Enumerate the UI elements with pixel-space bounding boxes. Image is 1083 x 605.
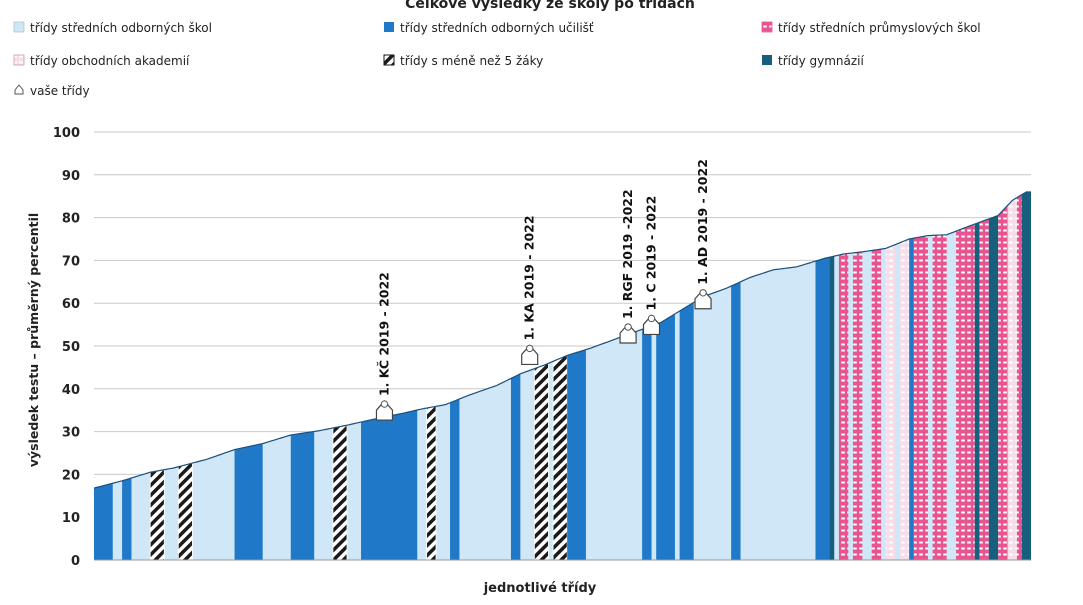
y-tick-label: 20 (62, 468, 80, 483)
legend-swatch-small (383, 54, 395, 66)
your-class-marker-dot (380, 400, 389, 408)
legend-swatch-sos (13, 21, 25, 33)
legend-swatch-gym (762, 55, 772, 65)
class-segment-sou (642, 325, 652, 560)
class-segment-gym (1021, 191, 1031, 560)
y-tick-label: 30 (62, 426, 80, 441)
class-segment-sou (234, 443, 263, 560)
y-tick-label: 10 (62, 511, 80, 526)
class-segment-sou (290, 431, 315, 560)
class-segment-small (177, 462, 193, 560)
class-segment-small (426, 405, 437, 560)
class-segment-sou (94, 483, 113, 560)
legend-label-sou: třídy středních odborných učilišť (400, 21, 594, 35)
legend-label-yours: vaše třídy (30, 84, 90, 98)
class-segment-sou (450, 398, 460, 560)
annotation-label: 1. KA 2019 - 2022 (522, 215, 537, 340)
y-tick-label: 80 (62, 212, 80, 227)
annotation-label: 1. C 2019 - 2022 (644, 196, 659, 311)
class-segment-sps (998, 205, 1008, 560)
series-line (94, 191, 1031, 489)
legend-label-sps: třídy středních průmyslových škol (778, 21, 981, 35)
class-segment-sou (567, 349, 586, 560)
class-segment-sps (1016, 194, 1022, 560)
your-class-marker-dot (647, 314, 656, 323)
legend-label-sos: třídy středních odborných škol (30, 21, 212, 35)
class-segment-sou (731, 281, 741, 560)
series-outline (94, 191, 1031, 489)
your-class-marker-dot (526, 344, 534, 353)
legend-swatch-sps (761, 21, 773, 33)
class-segment-sps (871, 249, 882, 560)
class-segment-gym (829, 256, 835, 560)
class-segment-sou (909, 238, 914, 560)
class-segment-sou (815, 257, 830, 560)
y-tick-labels: 0 10 20 30 40 50 60 70 80 90 100 (53, 126, 80, 569)
y-tick-label: 40 (62, 383, 80, 398)
class-segment-oa (899, 239, 910, 560)
y-tick-label: 90 (62, 169, 80, 184)
class-segment-oa (1007, 197, 1017, 560)
class-segments (94, 191, 1031, 560)
y-tick-label: 50 (62, 340, 80, 355)
your-class-marker-dot (699, 289, 707, 297)
class-segment-gym (988, 215, 999, 560)
your-class-marker-dot (624, 323, 632, 331)
class-segment-sou (361, 409, 418, 560)
class-segment-small (552, 354, 568, 560)
class-segment-sps (956, 224, 975, 560)
class-segment-sps (913, 235, 928, 560)
y-tick-label: 70 (62, 254, 80, 269)
legend-label-gym: třídy gymnázií (778, 54, 865, 68)
legend-swatch-sou (384, 22, 394, 32)
class-segment-oa (885, 244, 896, 560)
y-tick-label: 60 (62, 297, 80, 312)
legend-swatch-oa (13, 54, 25, 66)
annotations: 1. KČ 2019 - 2022 1. KA 2019 - 2022 1. RGF… (375, 159, 712, 421)
class-segment-sou (510, 373, 521, 560)
class-segment-sou (679, 302, 694, 560)
x-axis-label: jednotlivé třídy (483, 581, 597, 596)
y-tick-label: 0 (71, 554, 80, 569)
legend-swatch-yours (14, 84, 24, 95)
annotation-label: 1. AD 2019 - 2022 (695, 159, 710, 285)
class-segment-sps (852, 251, 863, 560)
class-segment-gym (974, 222, 980, 560)
annotation-label: 1. RGF 2019 -2022 (620, 189, 635, 319)
class-segment-sps (932, 234, 947, 560)
legend: třídy středních odborných škol třídy stř… (13, 21, 981, 98)
class-segment-sps (838, 253, 849, 560)
y-axis-label: výsledek testu – průměrný percentil (26, 213, 41, 467)
class-segment-sps (979, 218, 989, 560)
class-segment-small (533, 362, 549, 560)
class-segment-sou (122, 477, 132, 560)
legend-label-oa: třídy obchodních akademií (30, 54, 190, 68)
class-segment-small (149, 469, 165, 560)
chart-title: Celkové výsledky ze školy po třídách (405, 0, 695, 12)
legend-label-small: třídy s méně než 5 žáky (400, 54, 543, 68)
class-segment-small (332, 424, 348, 560)
annotation-label: 1. KČ 2019 - 2022 (376, 272, 391, 396)
class-segment-sou (656, 313, 675, 560)
y-tick-label: 100 (53, 126, 80, 141)
